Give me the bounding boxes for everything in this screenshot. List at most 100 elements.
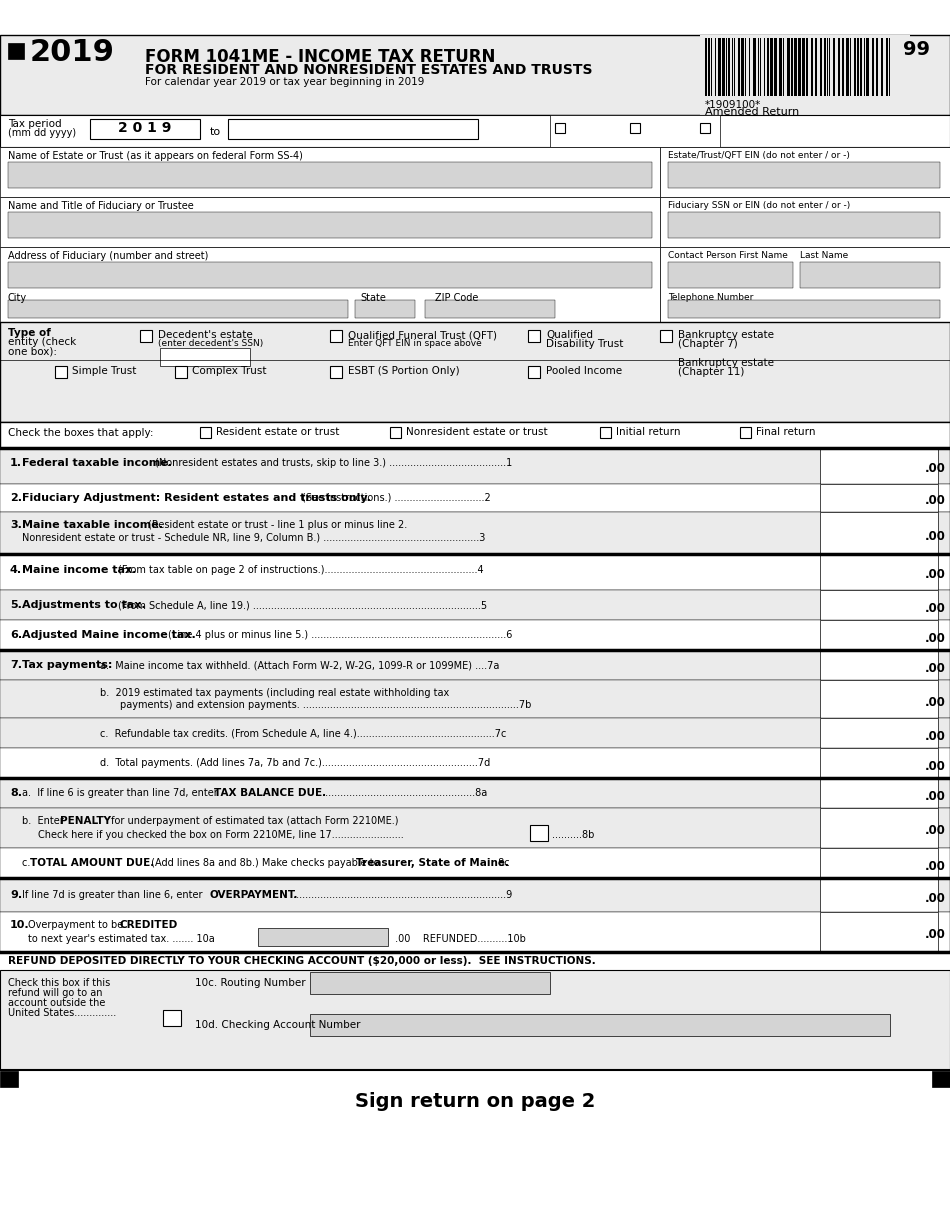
Text: a.  If line 6 is greater than line 7d, enter: a. If line 6 is greater than line 7d, en… xyxy=(22,788,220,798)
Bar xyxy=(820,718,938,748)
Text: Address of Fiduciary (number and street): Address of Fiduciary (number and street) xyxy=(8,251,208,261)
Bar xyxy=(759,38,760,96)
Text: .00: .00 xyxy=(925,601,946,615)
Text: Bankruptcy estate: Bankruptcy estate xyxy=(678,358,774,368)
Text: 2 0 1 9: 2 0 1 9 xyxy=(119,121,172,135)
Bar xyxy=(745,38,746,96)
Bar xyxy=(865,38,866,96)
Text: d.  Total payments. (Add lines 7a, 7b and 7c.)..................................: d. Total payments. (Add lines 7a, 7b and… xyxy=(100,758,490,768)
Text: refund will go to an: refund will go to an xyxy=(8,988,103,998)
Bar xyxy=(746,38,749,96)
Bar xyxy=(857,38,859,96)
Bar xyxy=(0,197,660,247)
Text: .00: .00 xyxy=(925,759,946,772)
Text: payments) and extension payments. ..............................................: payments) and extension payments. ......… xyxy=(120,700,531,710)
Bar xyxy=(740,38,741,96)
Bar xyxy=(310,972,550,994)
Bar xyxy=(555,123,565,133)
Text: .00: .00 xyxy=(925,662,946,674)
Bar xyxy=(310,1014,890,1036)
Text: account outside the: account outside the xyxy=(8,998,105,1009)
Text: Nonresident estate or trust: Nonresident estate or trust xyxy=(406,427,547,437)
Bar xyxy=(705,38,707,96)
Bar xyxy=(0,748,950,779)
Text: (enter decedent's SSN): (enter decedent's SSN) xyxy=(158,339,263,348)
Bar xyxy=(932,1071,950,1087)
Text: .00: .00 xyxy=(925,790,946,802)
Text: City: City xyxy=(8,293,28,303)
Text: Telephone Number: Telephone Number xyxy=(668,293,753,303)
Text: Final return: Final return xyxy=(756,427,815,437)
Bar xyxy=(0,512,950,554)
Text: Check this box if this: Check this box if this xyxy=(8,978,110,988)
Bar xyxy=(726,38,727,96)
Bar xyxy=(878,38,881,96)
Bar xyxy=(0,970,950,1070)
Bar xyxy=(0,148,660,197)
Text: For calendar year 2019 or tax year beginning in 2019: For calendar year 2019 or tax year begin… xyxy=(145,77,425,87)
Bar xyxy=(732,38,733,96)
Text: Estate/Trust/QFT EIN (do not enter / or -): Estate/Trust/QFT EIN (do not enter / or … xyxy=(668,151,850,160)
Bar xyxy=(741,38,744,96)
Text: Maine income tax.: Maine income tax. xyxy=(22,565,137,574)
Text: (From tax table on page 2 of instructions.).....................................: (From tax table on page 2 of instruction… xyxy=(118,565,484,574)
Bar xyxy=(811,38,813,96)
Bar xyxy=(0,911,950,952)
Bar xyxy=(826,38,827,96)
Text: (Resident estate or trust - line 1 plus or minus line 2.: (Resident estate or trust - line 1 plus … xyxy=(148,520,408,530)
Bar xyxy=(712,38,715,96)
Bar xyxy=(883,38,886,96)
Bar xyxy=(0,878,950,911)
Bar xyxy=(824,38,826,96)
Bar xyxy=(0,649,950,680)
Bar xyxy=(889,38,890,96)
Text: (Add lines 8a and 8b.) Make checks payable to: (Add lines 8a and 8b.) Make checks payab… xyxy=(148,859,383,868)
Text: 4.: 4. xyxy=(10,565,22,574)
Bar xyxy=(783,38,784,96)
Bar xyxy=(890,38,892,96)
Text: Qualified Funeral Trust (QFT): Qualified Funeral Trust (QFT) xyxy=(348,330,497,339)
Text: 8.: 8. xyxy=(10,788,22,798)
Bar xyxy=(806,38,808,96)
Bar xyxy=(722,38,725,96)
Bar xyxy=(849,38,850,96)
Text: for underpayment of estimated tax (attach Form 2210ME.): for underpayment of estimated tax (attac… xyxy=(108,815,398,827)
Text: ....................................................8a: ........................................… xyxy=(316,788,487,798)
Text: TOTAL AMOUNT DUE.: TOTAL AMOUNT DUE. xyxy=(30,859,154,868)
Text: .00: .00 xyxy=(925,824,946,838)
Bar xyxy=(744,38,745,96)
Bar xyxy=(725,38,726,96)
Text: CREDITED: CREDITED xyxy=(120,920,179,930)
Bar xyxy=(820,847,938,878)
Text: .00: .00 xyxy=(925,729,946,743)
Bar xyxy=(840,38,842,96)
Bar xyxy=(8,262,652,288)
Bar xyxy=(777,38,779,96)
Bar xyxy=(0,952,950,970)
Text: Last Name: Last Name xyxy=(800,251,848,260)
Bar xyxy=(820,38,822,96)
Text: .00: .00 xyxy=(925,529,946,542)
Bar xyxy=(866,38,869,96)
Bar xyxy=(820,590,938,620)
Bar xyxy=(733,38,734,96)
Bar xyxy=(872,38,874,96)
Bar xyxy=(0,554,950,590)
Text: (Line 4 plus or minus line 5.) .................................................: (Line 4 plus or minus line 5.) .........… xyxy=(168,630,512,640)
Bar xyxy=(860,38,862,96)
Text: Adjusted Maine income tax.: Adjusted Maine income tax. xyxy=(22,630,196,640)
Bar xyxy=(707,38,708,96)
Text: OVERPAYMENT.: OVERPAYMENT. xyxy=(210,891,298,900)
Bar xyxy=(820,649,938,680)
Text: (Nonresident estates and trusts, skip to line 3.) ..............................: (Nonresident estates and trusts, skip to… xyxy=(155,458,512,467)
Bar xyxy=(668,212,940,237)
Bar xyxy=(813,38,815,96)
Text: FOR RESIDENT AND NONRESIDENT ESTATES AND TRUSTS: FOR RESIDENT AND NONRESIDENT ESTATES AND… xyxy=(145,63,593,77)
Bar xyxy=(756,38,758,96)
Bar xyxy=(330,330,342,342)
Text: ESBT (S Portion Only): ESBT (S Portion Only) xyxy=(348,367,460,376)
Bar xyxy=(750,38,753,96)
Text: Tax period: Tax period xyxy=(8,119,62,129)
Bar xyxy=(550,114,720,148)
Bar xyxy=(801,38,802,96)
